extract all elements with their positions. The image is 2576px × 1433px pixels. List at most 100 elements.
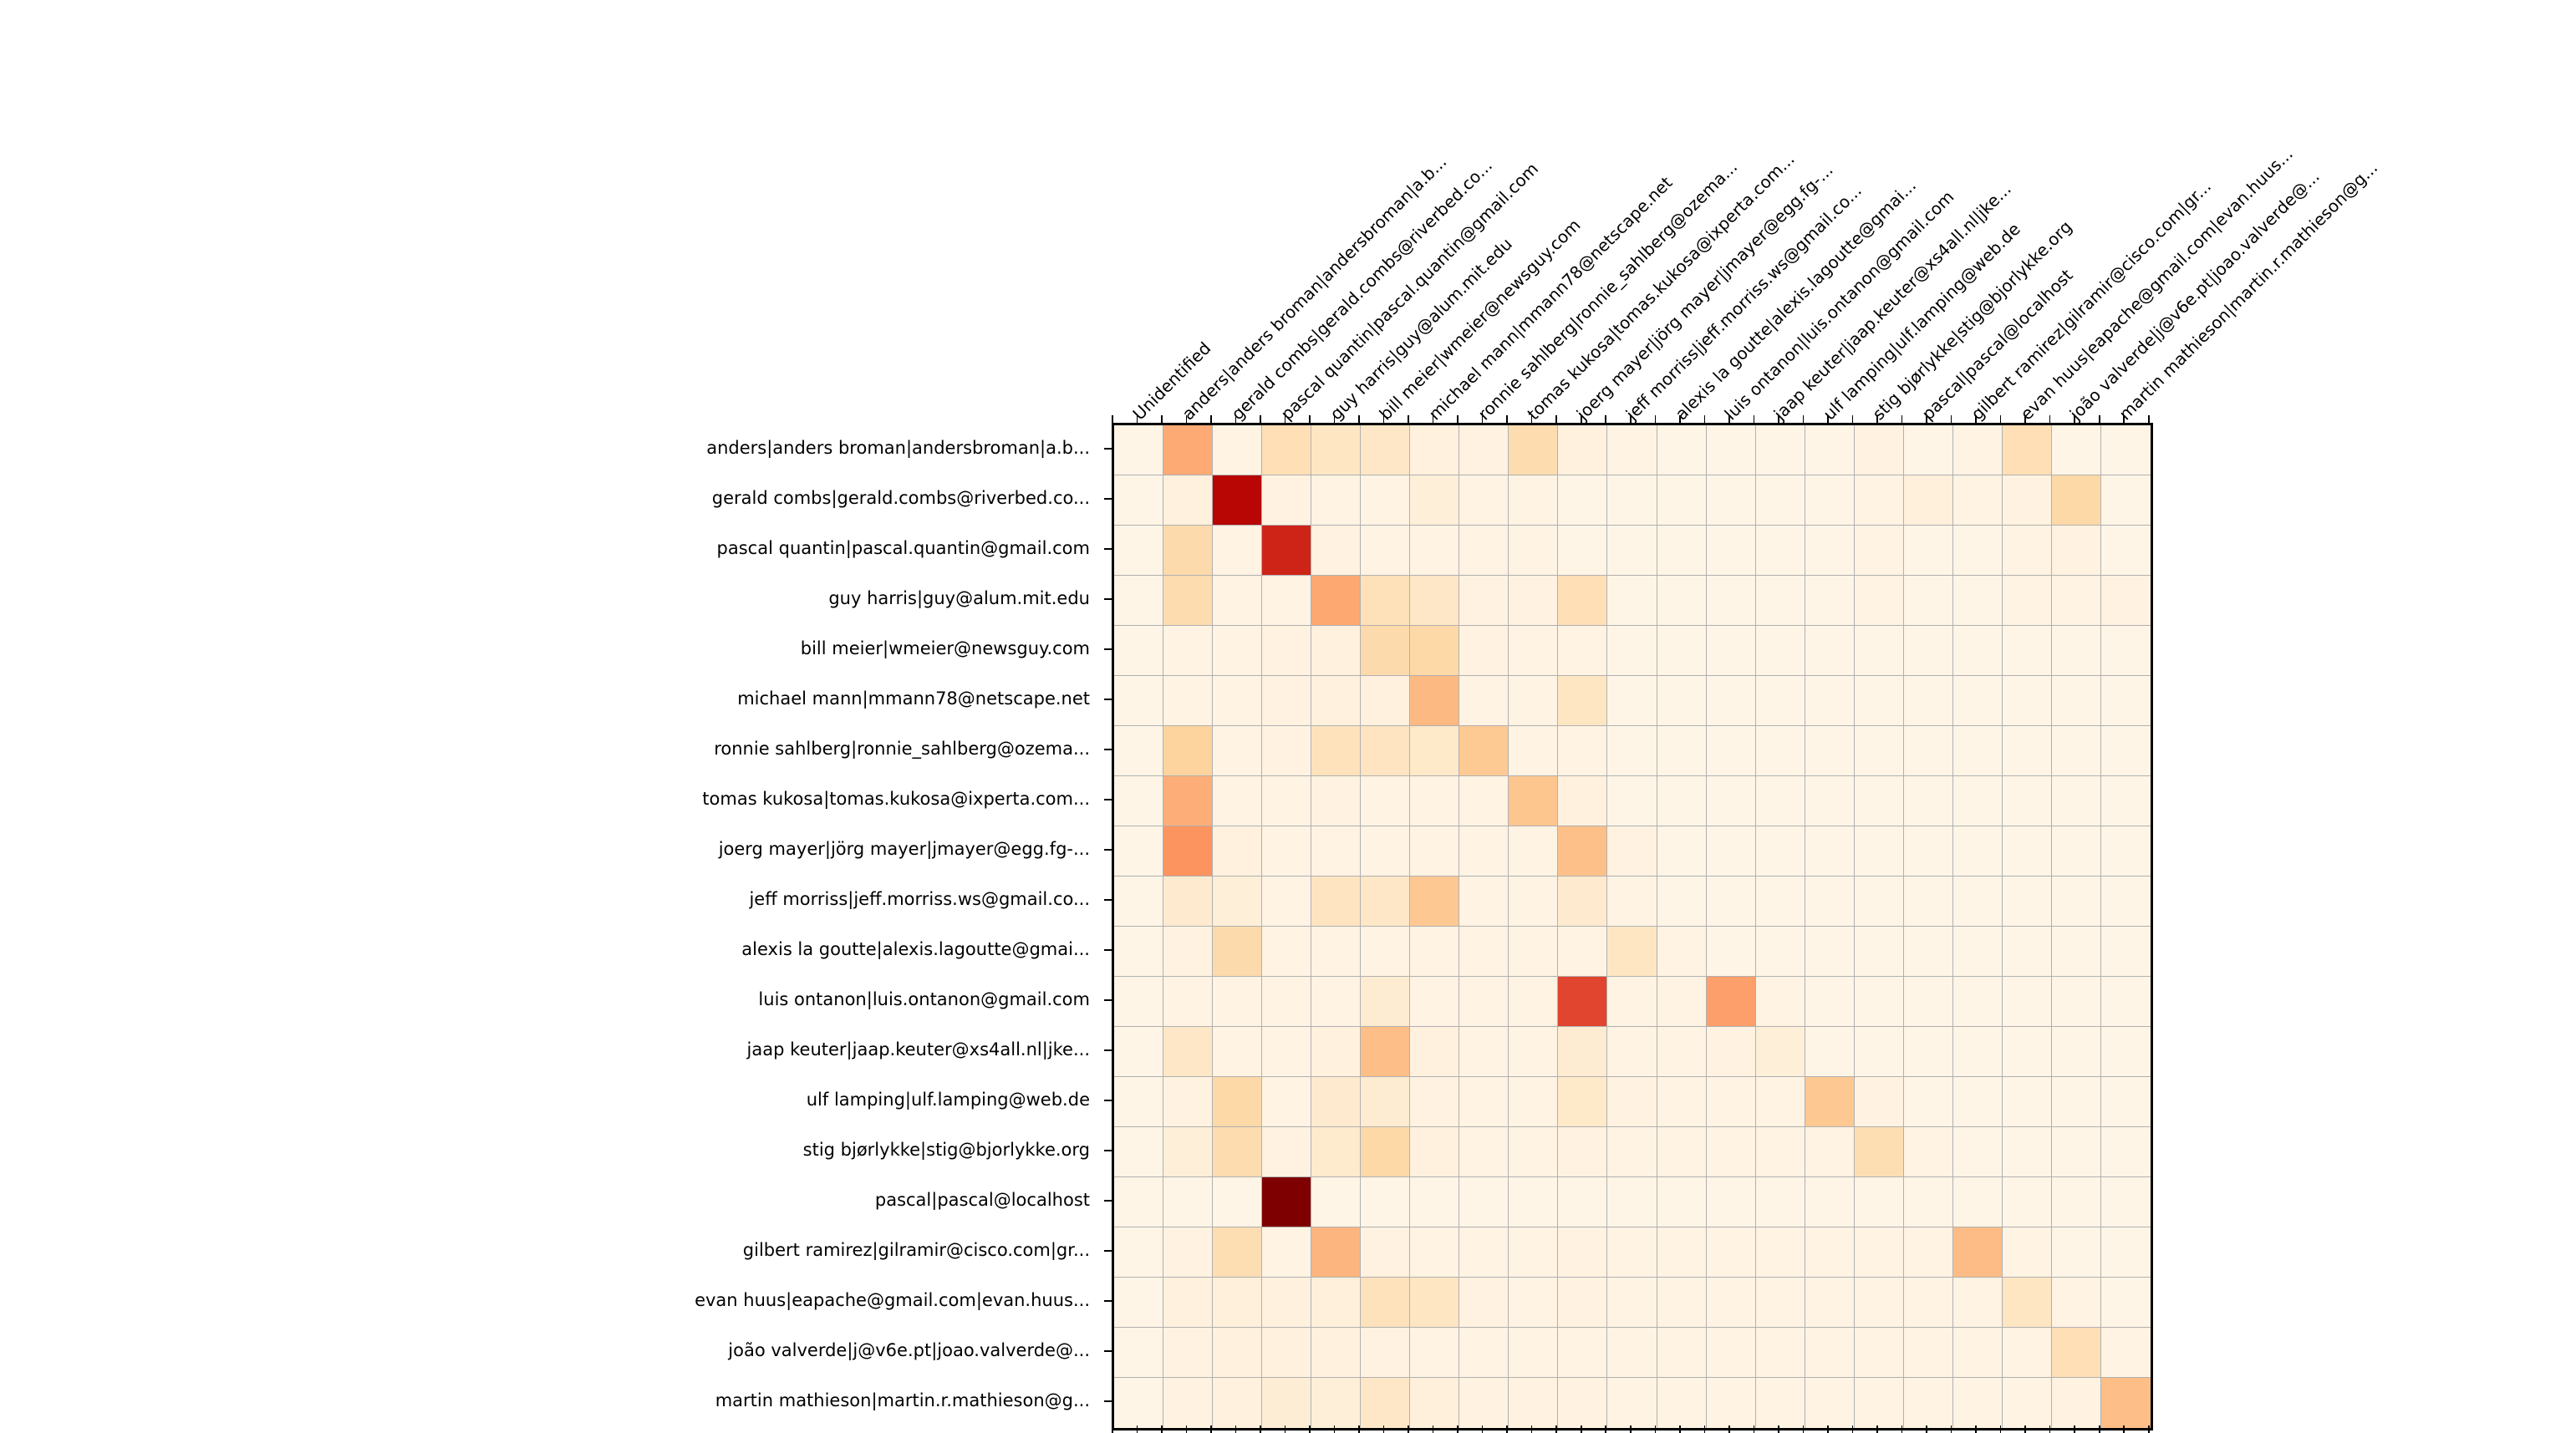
heatmap-cell <box>1509 626 1559 676</box>
heatmap-cell <box>1854 475 1904 526</box>
heatmap-cell <box>1459 776 1509 826</box>
heatmap-cell <box>1361 977 1411 1027</box>
heatmap-cell <box>1657 526 1707 576</box>
heatmap-cell <box>1410 1378 1460 1428</box>
heatmap-row <box>1114 1278 2151 1328</box>
heatmap-cell <box>2051 676 2101 726</box>
heatmap-cell <box>1361 1127 1411 1177</box>
heatmap-cell <box>1706 425 1756 475</box>
heatmap-cell <box>2100 1027 2151 1077</box>
heatmap-cell <box>1459 1378 1509 1428</box>
heatmap-row <box>1114 877 2151 927</box>
heatmap-cell <box>1706 977 1756 1027</box>
y-axis-label: evan huus|eapache@gmail.com|evan.huus... <box>695 1290 1090 1310</box>
heatmap-cell <box>1311 927 1362 977</box>
heatmap-cell <box>1361 626 1411 676</box>
heatmap-cell <box>1163 1328 1214 1378</box>
heatmap-cell <box>1854 977 1904 1027</box>
heatmap-cell <box>1706 726 1756 776</box>
heatmap-cell <box>1509 576 1559 626</box>
heatmap-cell <box>1459 826 1509 877</box>
heatmap-cell <box>1706 1278 1756 1328</box>
heatmap-cell <box>1163 425 1214 475</box>
heatmap-cell <box>1854 776 1904 826</box>
heatmap-cell <box>1410 927 1460 977</box>
heatmap-cell <box>1361 826 1411 877</box>
heatmap-cell <box>2002 1127 2052 1177</box>
heatmap-cell <box>1805 977 1855 1027</box>
heatmap-cell <box>1262 1127 1312 1177</box>
heatmap-cell <box>1459 1177 1509 1227</box>
heatmap-cell <box>1706 576 1756 626</box>
heatmap-cell <box>2051 1127 2101 1177</box>
heatmap-cell <box>1262 475 1312 526</box>
heatmap-cell <box>1805 826 1855 877</box>
heatmap-cell <box>1311 626 1362 676</box>
heatmap-cell <box>1114 1227 1164 1278</box>
heatmap-cell <box>1755 776 1805 826</box>
heatmap-cell <box>1213 475 1263 526</box>
heatmap-cell <box>1706 1378 1756 1428</box>
heatmap-cell <box>2051 1227 2101 1278</box>
heatmap-row <box>1114 576 2151 626</box>
y-tick <box>1104 699 1112 700</box>
heatmap-cell <box>1854 1227 1904 1278</box>
heatmap-cell <box>1509 475 1559 526</box>
heatmap-cell <box>1903 927 1953 977</box>
heatmap-cell <box>1410 776 1460 826</box>
heatmap-cell <box>2002 1278 2052 1328</box>
heatmap-cell <box>1854 576 1904 626</box>
heatmap-cell <box>1262 526 1312 576</box>
heatmap-cell <box>1361 1227 1411 1278</box>
heatmap-cell <box>1805 1177 1855 1227</box>
heatmap-row <box>1114 1378 2151 1428</box>
heatmap-cell <box>2002 576 2052 626</box>
y-tick <box>1104 749 1112 750</box>
heatmap-cell <box>1163 977 1214 1027</box>
heatmap-cell <box>1163 576 1214 626</box>
y-axis-label: jaap keuter|jaap.keuter@xs4all.nl|jke... <box>746 1039 1090 1060</box>
heatmap-cell <box>1657 1328 1707 1378</box>
heatmap-cell <box>1213 1378 1263 1428</box>
heatmap-cell <box>1311 826 1362 877</box>
heatmap-cell <box>1410 1127 1460 1177</box>
heatmap-cell <box>1311 676 1362 726</box>
y-axis-label: michael mann|mmann78@netscape.net <box>737 689 1090 709</box>
heatmap-cell <box>1459 526 1509 576</box>
heatmap-cell <box>2002 927 2052 977</box>
heatmap-cell <box>1311 425 1362 475</box>
heatmap-cell <box>1755 526 1805 576</box>
heatmap-cell <box>1903 1328 1953 1378</box>
y-axis-label: stig bjørlykke|stig@bjorlykke.org <box>802 1140 1090 1160</box>
heatmap-cell <box>1262 1378 1312 1428</box>
heatmap-cell <box>1755 425 1805 475</box>
heatmap-row <box>1114 425 2151 475</box>
heatmap-cell <box>1903 1177 1953 1227</box>
heatmap-cell <box>1558 1378 1608 1428</box>
heatmap-cell <box>1607 1227 1657 1278</box>
heatmap-cell <box>1755 826 1805 877</box>
heatmap-cell <box>1706 475 1756 526</box>
heatmap-cell <box>1558 977 1608 1027</box>
heatmap-cell <box>1213 877 1263 927</box>
heatmap-cell <box>1361 1328 1411 1378</box>
heatmap-cell <box>1262 877 1312 927</box>
heatmap-cell <box>2100 1227 2151 1278</box>
heatmap-cell <box>1805 877 1855 927</box>
heatmap-cell <box>1706 626 1756 676</box>
heatmap-cell <box>1459 626 1509 676</box>
heatmap-cell <box>1805 475 1855 526</box>
heatmap-cell <box>1213 1278 1263 1328</box>
heatmap-cell <box>1755 1328 1805 1378</box>
heatmap-cell <box>2100 576 2151 626</box>
heatmap-cell <box>1163 676 1214 726</box>
heatmap-cell <box>1114 576 1164 626</box>
heatmap-cell <box>1558 927 1608 977</box>
y-axis-label: gilbert ramirez|gilramir@cisco.com|gr... <box>742 1240 1090 1260</box>
heatmap-cell <box>1706 877 1756 927</box>
heatmap-cell <box>1755 726 1805 776</box>
heatmap-cell <box>1262 726 1312 776</box>
heatmap-cell <box>2051 526 2101 576</box>
heatmap-row <box>1114 1077 2151 1127</box>
heatmap-row <box>1114 1328 2151 1378</box>
